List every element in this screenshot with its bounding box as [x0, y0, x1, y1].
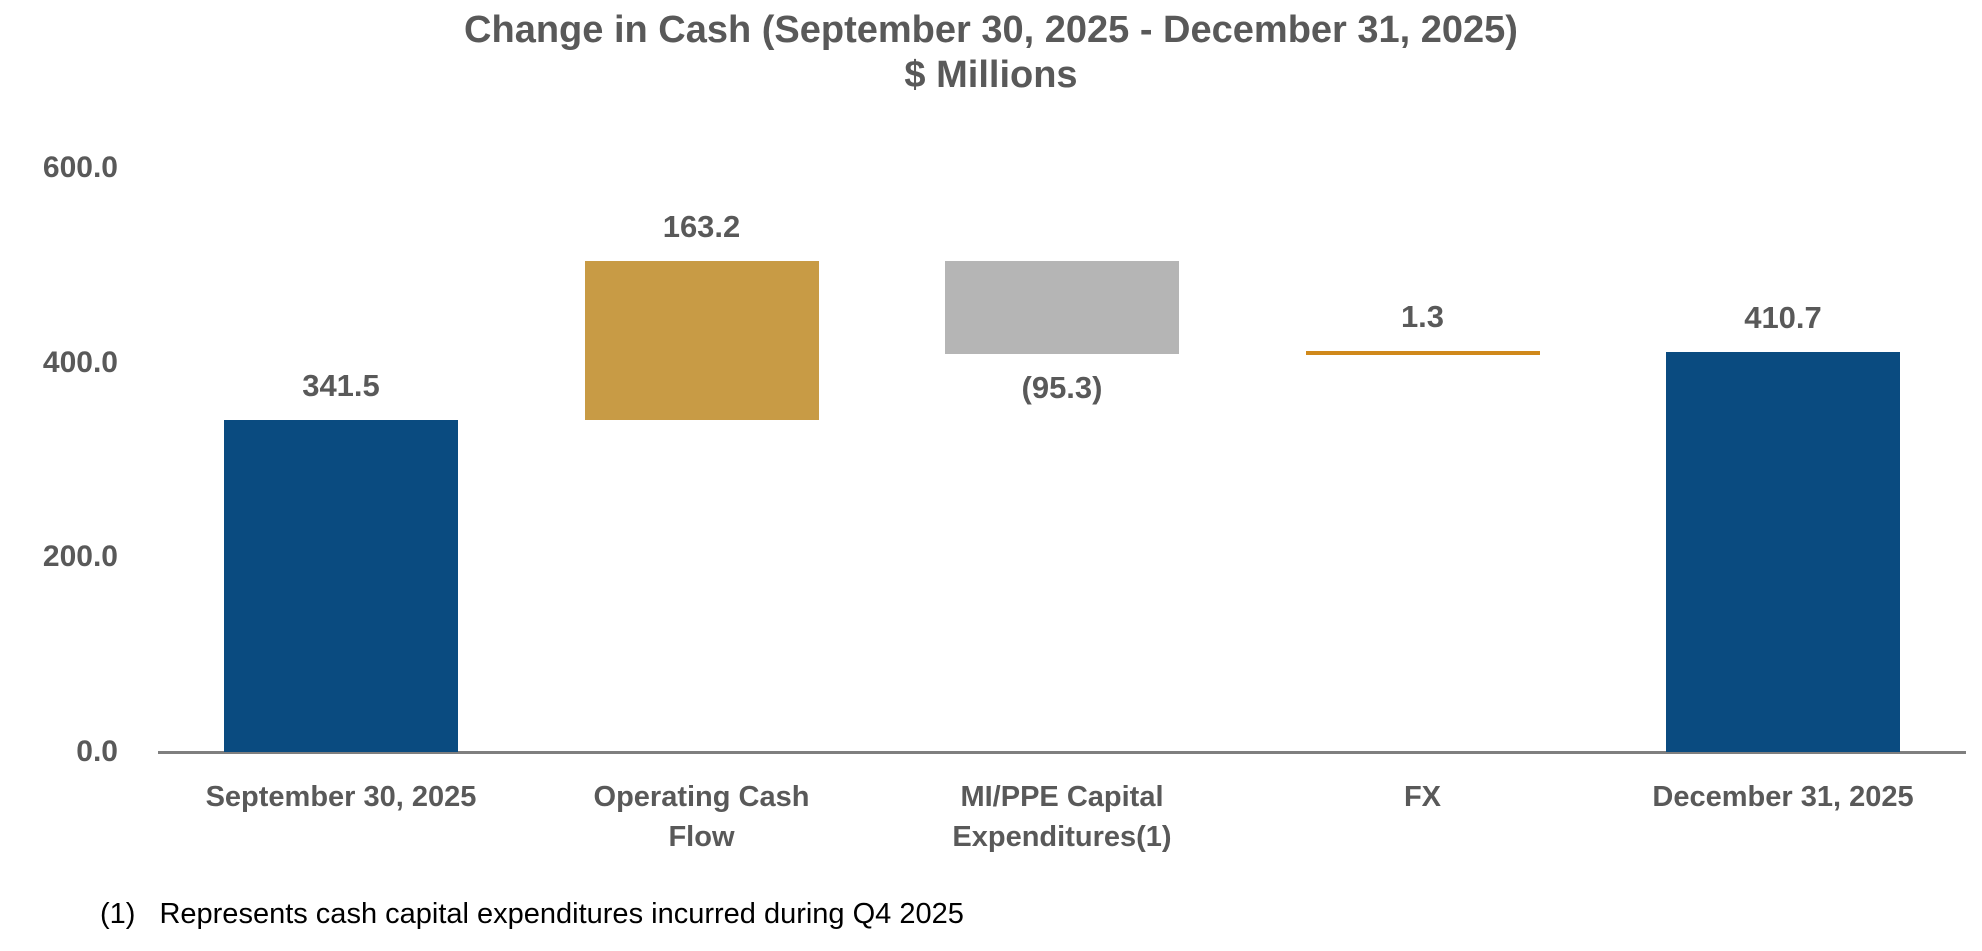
x-axis-label-line: December 31, 2025 [1652, 781, 1914, 813]
y-axis-tick-label-200-0: 200.0 [42, 540, 118, 574]
x-axis-label-line: MI/PPE Capital [960, 781, 1164, 813]
x-axis-label-line: Expenditures(1) [952, 821, 1172, 853]
value-label-operating-cash-flow: 163.2 [662, 208, 741, 244]
chart-title: Change in Cash (September 30, 2025 - Dec… [0, 8, 1982, 98]
x-axis-label-line: FX [1403, 781, 1442, 813]
x-axis-label-line: Operating Cash [593, 781, 810, 813]
footnote-text: Represents cash capital expenditures inc… [159, 898, 964, 930]
chart-title-line2: $ Millions [904, 54, 1078, 96]
x-axis-label-september-30-2025: September 30, 2025 [156, 777, 526, 817]
y-axis-tick-label-0-0: 0.0 [76, 735, 118, 768]
value-label-september-30-2025: 341.5 [302, 367, 380, 403]
bar-fx [1305, 350, 1540, 355]
value-label-december-31-2025: 410.7 [1744, 300, 1822, 336]
x-axis-label-mi-ppe-capital-expenditures-1: MI/PPE Capital Expenditures(1) [877, 777, 1247, 857]
y-axis-tick-label-400-0: 400.0 [42, 345, 118, 379]
x-axis-label-operating-cash-flow: Operating Cash Flow [517, 777, 887, 857]
x-axis-line [158, 751, 1966, 754]
value-label-mi-ppe-capital-expenditures-1: (95.3) [1021, 369, 1103, 405]
x-axis-label-line: Flow [668, 821, 735, 853]
bar-september-30-2025 [224, 419, 458, 752]
bar-mi-ppe-capital-expenditures-1 [945, 260, 1179, 354]
x-axis-label-line: September 30, 2025 [205, 781, 477, 813]
bar-december-31-2025 [1666, 352, 1900, 752]
bar-operating-cash-flow [584, 260, 819, 420]
x-axis-label-fx: FX [1238, 777, 1608, 817]
footnote-marker: (1) [100, 898, 136, 930]
chart-title-line1: Change in Cash (September 30, 2025 - Dec… [464, 9, 1518, 51]
value-label-fx: 1.3 [1400, 298, 1445, 334]
footnote: (1) Represents cash capital expenditures… [100, 897, 964, 931]
x-axis-label-december-31-2025: December 31, 2025 [1598, 777, 1968, 817]
y-axis-tick-label-600-0: 600.0 [42, 151, 118, 184]
